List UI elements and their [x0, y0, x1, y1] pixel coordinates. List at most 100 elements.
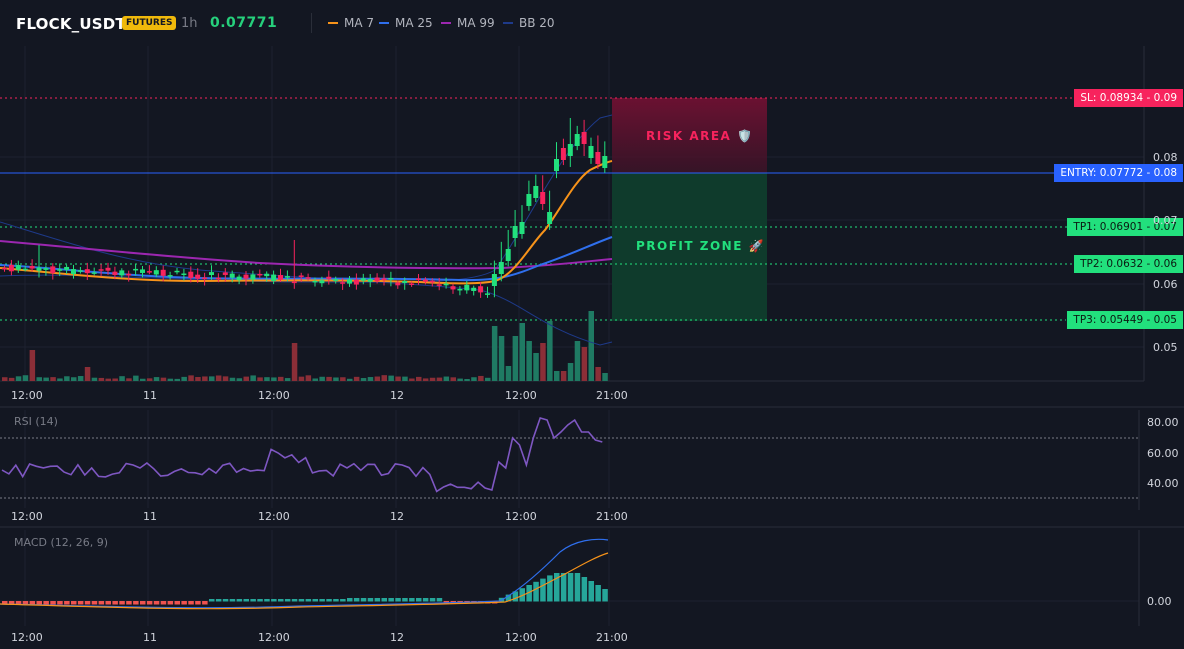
- candle-body: [119, 270, 125, 276]
- profit-zone-label: PROFIT ZONE 🚀: [636, 239, 766, 253]
- candle-body: [581, 132, 587, 144]
- candle-body: [512, 226, 518, 238]
- volume-bar: [409, 378, 415, 381]
- macd-histogram-bar: [174, 601, 180, 605]
- macd-histogram-bar: [146, 601, 153, 605]
- sl-price-tag[interactable]: SL: 0.08934 - 0.09: [1074, 89, 1183, 107]
- price-axis-tick: 0.05: [1153, 341, 1178, 354]
- macd-histogram-bar: [326, 599, 332, 602]
- ma99-swatch-icon: [441, 22, 451, 24]
- candle-body: [202, 277, 208, 280]
- bb-upper-line: [0, 114, 613, 283]
- macd-histogram-bar: [347, 598, 353, 602]
- volume-bar: [36, 377, 42, 381]
- price-axis-tick: 0.06: [1153, 278, 1178, 291]
- macd-histogram-bar: [547, 575, 553, 602]
- tp1-price-tag[interactable]: TP1: 0.06901 - 0.07: [1067, 218, 1183, 236]
- macd-histogram-bar: [8, 601, 15, 605]
- volume-bar: [264, 377, 270, 381]
- candle-body: [146, 271, 152, 273]
- volume-bar: [512, 336, 519, 381]
- candle-body: [381, 278, 387, 281]
- chart-grid: [0, 46, 1144, 626]
- volume-bar: [540, 343, 546, 381]
- legend-bb20[interactable]: BB 20: [503, 16, 555, 30]
- volume-bar: [222, 376, 229, 381]
- volume-bar: [133, 375, 139, 381]
- volume-bar: [602, 373, 608, 381]
- macd-histogram-bar: [209, 599, 215, 602]
- volume-bar: [388, 375, 394, 381]
- rsi-axis-tick: 60.00: [1147, 447, 1179, 460]
- macd-histogram-bar: [319, 599, 325, 602]
- volume-bar: [464, 378, 470, 381]
- risk-area-zone[interactable]: [612, 98, 767, 173]
- candle-body: [491, 274, 497, 286]
- volume-bar: [554, 371, 560, 381]
- volume-bar: [498, 336, 505, 381]
- macd-histogram-bar: [195, 601, 201, 605]
- macd-histogram-bar: [305, 599, 312, 602]
- candle-body: [505, 249, 511, 261]
- candle-body: [526, 194, 532, 206]
- time-tick: 12:00: [258, 631, 290, 644]
- tp2-price-tag[interactable]: TP2: 0.0632 - 0.06: [1074, 255, 1183, 273]
- candle-body: [215, 277, 221, 280]
- volume-bar: [581, 347, 588, 381]
- candle-body: [36, 267, 42, 271]
- profit-zone[interactable]: [612, 173, 767, 321]
- volume-bar: [595, 367, 601, 381]
- entry-price-tag[interactable]: ENTRY: 0.07772 - 0.08: [1054, 164, 1183, 182]
- volume-bar: [353, 376, 360, 381]
- macd-histogram-bar: [236, 599, 243, 602]
- ma25-label: MA 25: [395, 16, 433, 30]
- candle-body: [2, 267, 7, 270]
- macd-histogram-bar: [588, 581, 594, 602]
- candle-body: [388, 278, 394, 280]
- volume-bar: [519, 323, 525, 381]
- legend-ma99[interactable]: MA 99: [441, 16, 495, 30]
- volume-bar: [29, 350, 36, 381]
- tp3-price-tag[interactable]: TP3: 0.05449 - 0.05: [1067, 311, 1183, 329]
- macd-histogram-bar: [574, 573, 581, 602]
- macd-histogram-bar: [160, 601, 167, 605]
- macd-histogram-bar: [133, 601, 139, 605]
- macd-histogram-bar: [436, 598, 443, 602]
- time-tick: 21:00: [596, 510, 628, 523]
- bb20-swatch-icon: [503, 22, 513, 24]
- macd-histogram-bar: [77, 601, 84, 605]
- macd-histogram-bar: [360, 598, 367, 602]
- volume-bar: [215, 375, 222, 381]
- macd-histogram-bar: [554, 573, 560, 602]
- candle-body: [22, 268, 28, 271]
- volume-bar: [229, 377, 236, 381]
- candle-body: [547, 212, 553, 224]
- volume-bar: [174, 378, 180, 381]
- volume-bar: [360, 378, 367, 381]
- macd-histogram-bar: [367, 598, 374, 602]
- candle-body: [50, 266, 56, 274]
- macd-histogram-bar: [215, 599, 222, 602]
- risk-area-label: RISK AREA 🛡️: [646, 129, 754, 143]
- ma7-line: [0, 160, 613, 285]
- volume-bar: [533, 353, 539, 381]
- macd-histogram-bar: [533, 581, 539, 602]
- timeframe-selector[interactable]: 1h: [181, 16, 198, 31]
- volume-bar: [105, 378, 111, 381]
- macd-histogram-bar: [181, 601, 187, 605]
- macd-histogram-bar: [64, 601, 70, 605]
- candle-body: [588, 146, 594, 158]
- legend-ma7[interactable]: MA 7: [328, 16, 374, 30]
- legend-ma25[interactable]: MA 25: [379, 16, 433, 30]
- candle-body: [98, 269, 104, 271]
- candle-body: [395, 282, 401, 286]
- macd-pane-title[interactable]: MACD (12, 26, 9): [14, 536, 109, 549]
- volume-bar: [271, 377, 277, 381]
- macd-histogram-bar: [381, 598, 387, 602]
- symbol-name[interactable]: FLOCK_USDT: [16, 15, 126, 33]
- rsi-pane-title[interactable]: RSI (14): [14, 415, 58, 428]
- ma99-label: MA 99: [457, 16, 495, 30]
- volume-bar: [209, 376, 215, 381]
- time-tick: 11: [143, 389, 157, 402]
